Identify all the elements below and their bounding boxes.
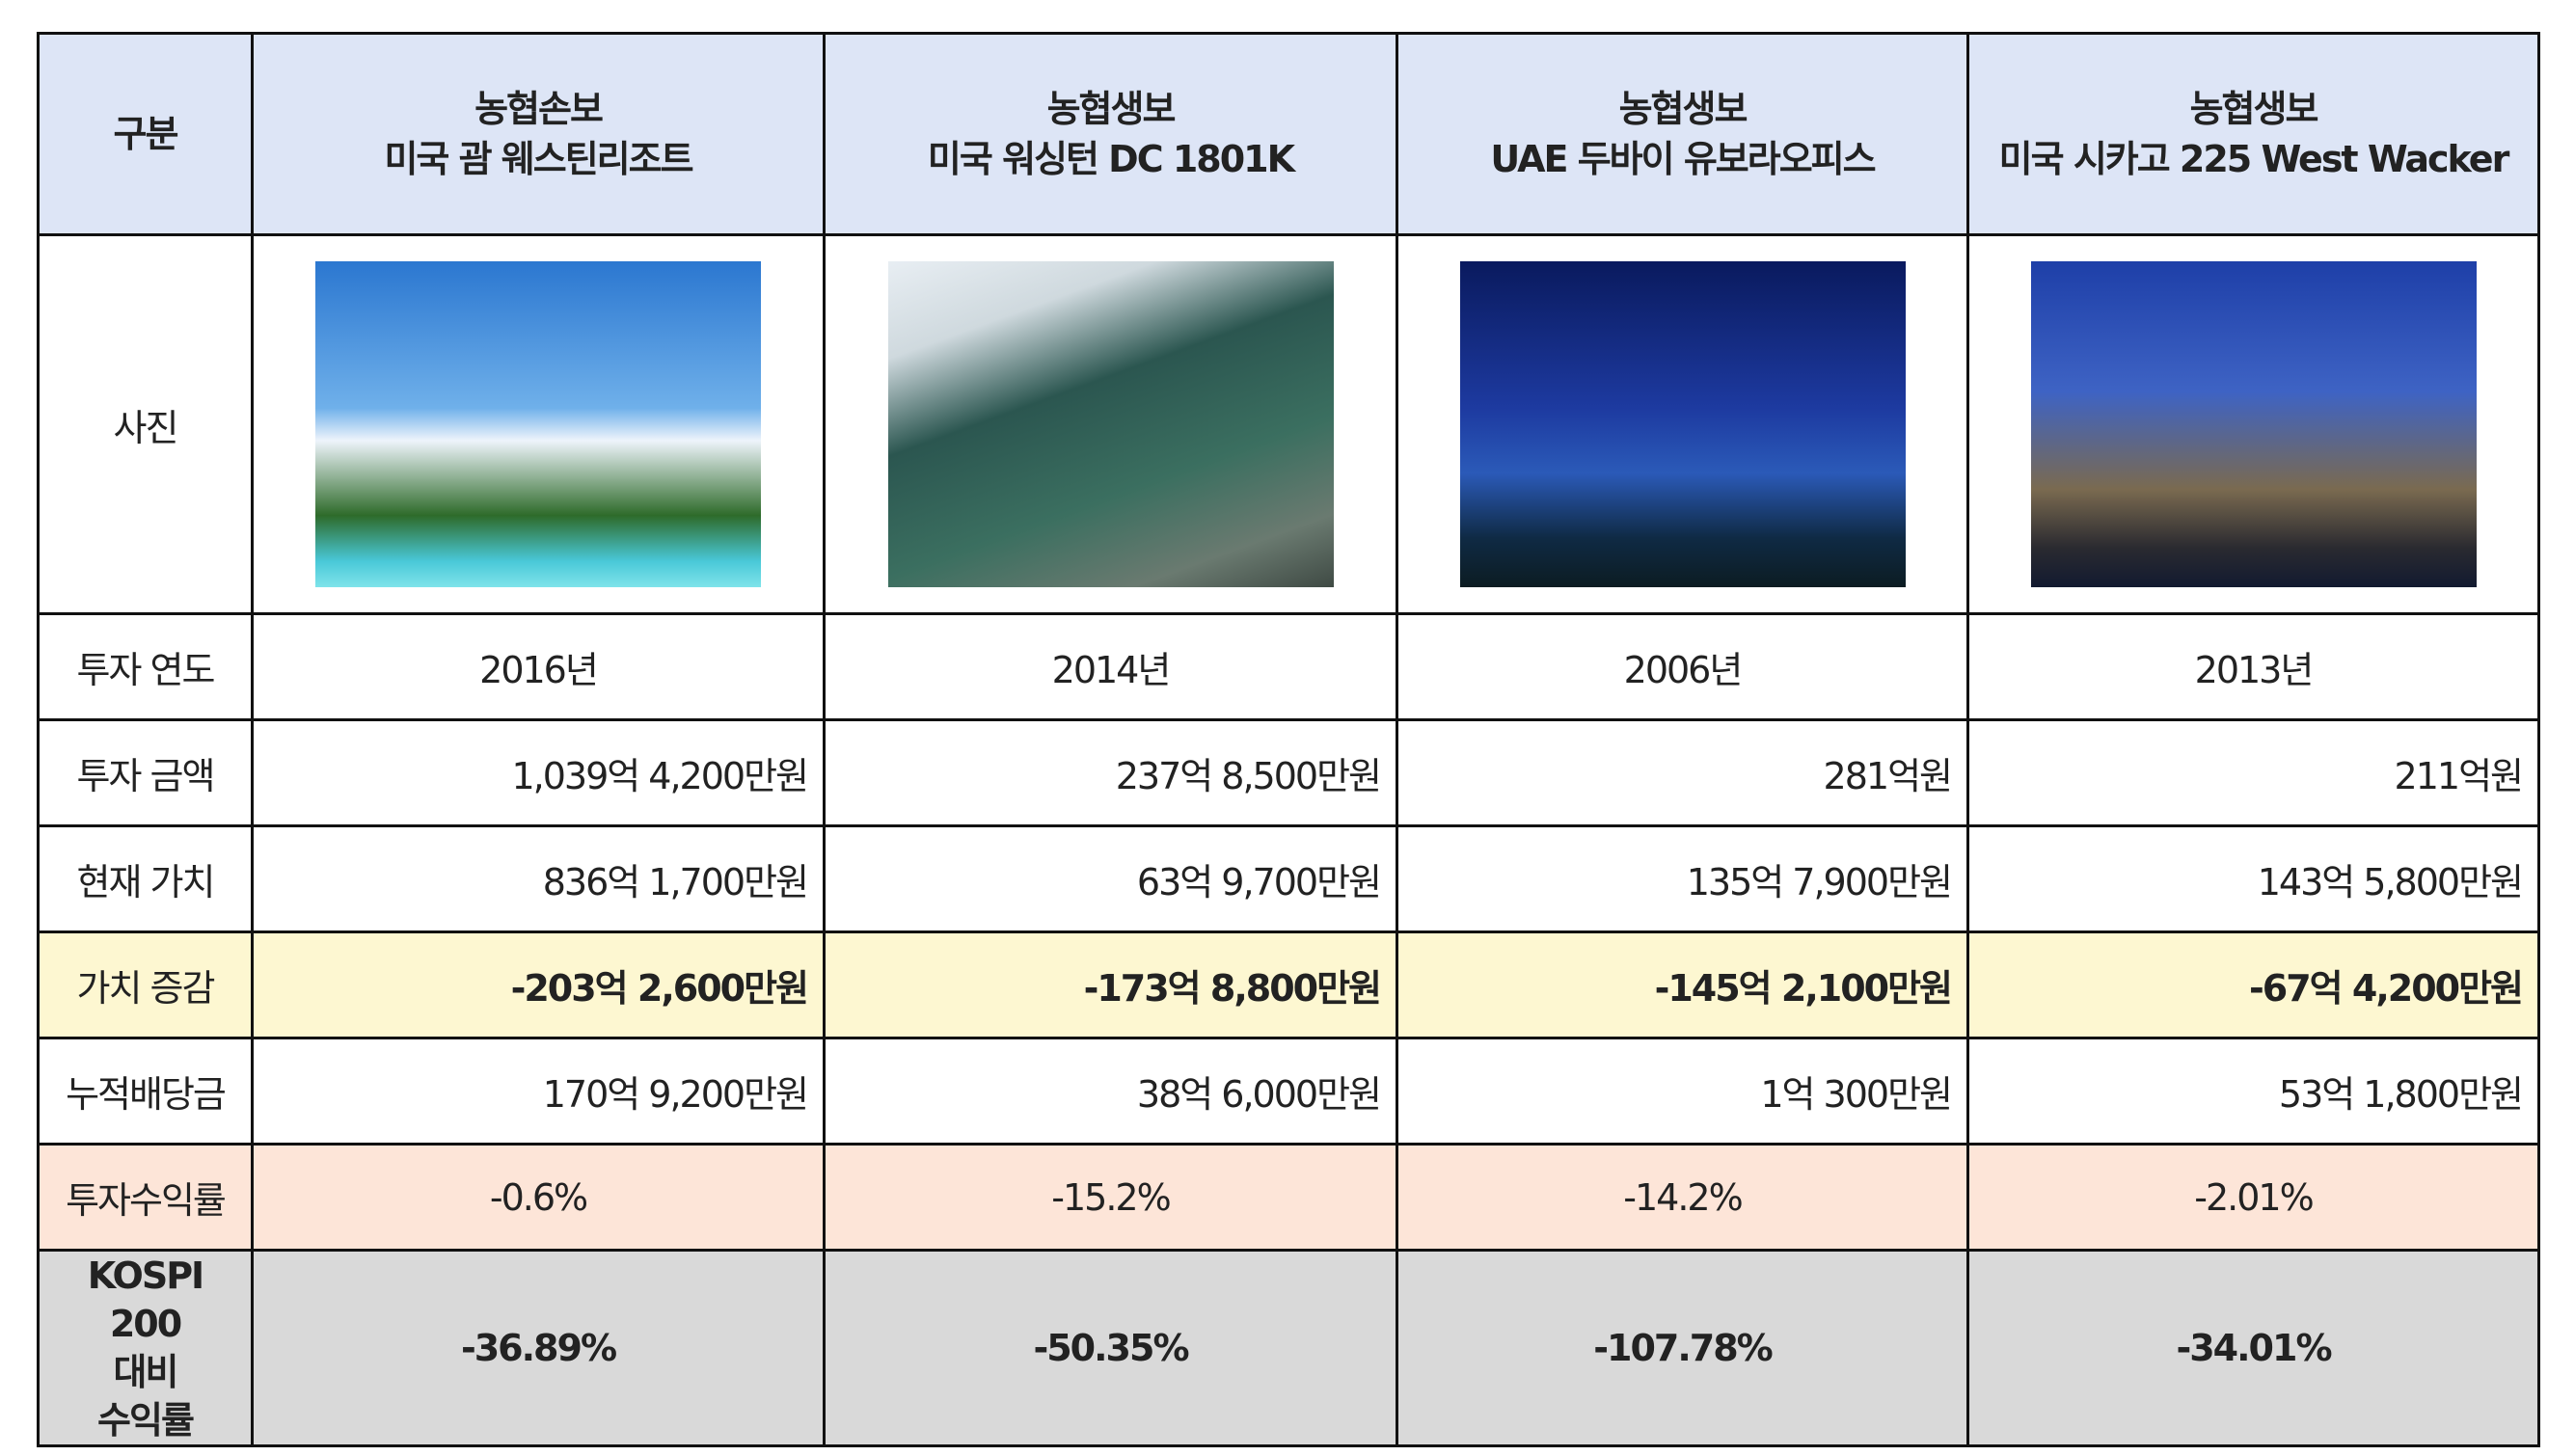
value-change-row: 가치 증감 -203억 2,600만원 -173억 8,800만원 -145억 … <box>37 930 2540 1039</box>
row-label-line: 수익률 <box>97 1399 195 1442</box>
dividend-row: 누적배당금 170억 9,200만원 38억 6,000만원 1억 300만원 … <box>37 1037 2540 1146</box>
cell: 2006년 <box>1396 612 1969 721</box>
cell: 38억 6,000만원 <box>823 1037 1398 1146</box>
cell: -2.01% <box>1966 1143 2540 1252</box>
header-property: 미국 시카고 225 West Wacker <box>1998 138 2510 180</box>
header-property: 미국 워싱턴 DC 1801K <box>927 138 1295 180</box>
row-label: 투자 연도 <box>37 612 254 721</box>
header-company: 농협생보 <box>2189 88 2319 130</box>
row-label: 현재 가치 <box>37 824 254 933</box>
cell: 63억 9,700만원 <box>823 824 1398 933</box>
cell: 281억원 <box>1396 718 1969 827</box>
header-company: 농협생보 <box>1618 88 1748 130</box>
year-row: 투자 연도 2016년 2014년 2006년 2013년 <box>37 612 2540 721</box>
row-label: 가치 증감 <box>37 930 254 1039</box>
header-label: 구분 <box>37 32 254 236</box>
cell: -36.89% <box>251 1249 826 1447</box>
cell: -34.01% <box>1966 1249 2540 1447</box>
row-label: 누적배당금 <box>37 1037 254 1146</box>
header-property: 미국 괌 웨스틴리조트 <box>384 138 693 180</box>
cell: 836억 1,700만원 <box>251 824 826 933</box>
cell: 2014년 <box>823 612 1398 721</box>
cell: 1억 300만원 <box>1396 1037 1969 1146</box>
cell: -50.35% <box>823 1249 1398 1447</box>
guam-westin-resort-photo <box>315 261 761 587</box>
cell: -15.2% <box>823 1143 1398 1252</box>
cell: 143억 5,800만원 <box>1966 824 2540 933</box>
photo-row: 사진 <box>37 233 2540 615</box>
header-company: 농협생보 <box>1046 88 1177 130</box>
header-company: 농협손보 <box>474 88 604 130</box>
cell: 1,039억 4,200만원 <box>251 718 826 827</box>
row-label-line: 대비 <box>113 1351 179 1393</box>
header-property: UAE 두바이 유보라오피스 <box>1490 138 1876 180</box>
cell: 53억 1,800만원 <box>1966 1037 2540 1146</box>
amount-row: 투자 금액 1,039억 4,200만원 237억 8,500만원 281억원 … <box>37 718 2540 827</box>
cell: 2016년 <box>251 612 826 721</box>
cell: -173억 8,800만원 <box>823 930 1398 1039</box>
current-value-row: 현재 가치 836억 1,700만원 63억 9,700만원 135억 7,90… <box>37 824 2540 933</box>
row-label: 투자수익률 <box>37 1143 254 1252</box>
cell: 237억 8,500만원 <box>823 718 1398 827</box>
header-col: 농협생보 UAE 두바이 유보라오피스 <box>1396 32 1969 236</box>
cell: -14.2% <box>1396 1143 1969 1252</box>
cell: 2013년 <box>1966 612 2540 721</box>
cell: -145억 2,100만원 <box>1396 930 1969 1039</box>
row-label: 사진 <box>37 233 254 615</box>
row-label: 투자 금액 <box>37 718 254 827</box>
row-label-line: KOSPI 200 <box>87 1254 204 1345</box>
cell: 135억 7,900만원 <box>1396 824 1969 933</box>
cell: -0.6% <box>251 1143 826 1252</box>
cell: -203억 2,600만원 <box>251 930 826 1039</box>
cell: 211억원 <box>1966 718 2540 827</box>
return-row: 투자수익률 -0.6% -15.2% -14.2% -2.01% <box>37 1143 2540 1252</box>
cell: -107.78% <box>1396 1249 1969 1447</box>
washington-1801k-photo <box>887 261 1334 587</box>
kospi-row: KOSPI 200 대비 수익률 -36.89% -50.35% -107.78% … <box>37 1249 2540 1447</box>
cell: 170억 9,200만원 <box>251 1037 826 1146</box>
cell: -67억 4,200만원 <box>1966 930 2540 1039</box>
dubai-office-photo <box>1459 261 1906 587</box>
chicago-west-wacker-photo <box>2030 261 2477 587</box>
